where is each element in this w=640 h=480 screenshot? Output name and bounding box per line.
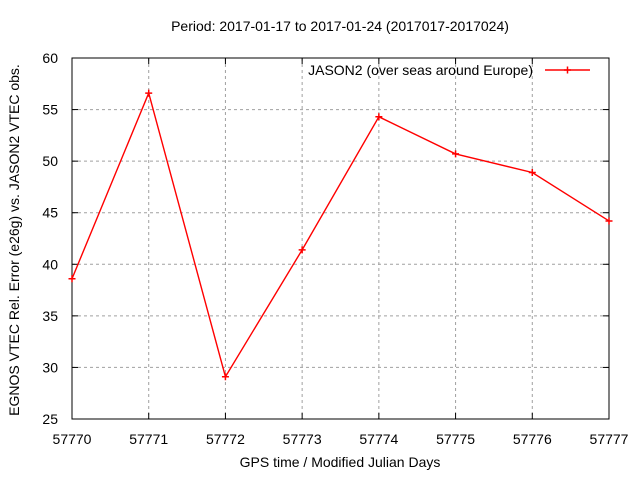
data-point-plus-marker — [452, 150, 460, 158]
legend-sample-marker-plus-icon — [564, 66, 571, 74]
y-tick-label: 35 — [42, 308, 58, 324]
y-tick-labels: 25 30 35 40 45 50 55 60 — [42, 50, 58, 427]
y-tick-label: 50 — [42, 153, 58, 169]
series-layer — [68, 89, 613, 381]
x-tick-label: 57770 — [53, 431, 92, 447]
y-tick-label: 40 — [42, 256, 58, 272]
y-tick-label: 60 — [42, 50, 58, 66]
data-point-plus-marker — [605, 217, 613, 225]
axes-layer — [71, 57, 610, 420]
data-point-plus-marker — [298, 246, 306, 254]
y-axis-label: EGNOS VTEC Rel. Error (e26g) vs. JASON2 … — [6, 64, 22, 416]
x-tick-label: 57773 — [283, 431, 322, 447]
x-tick-label: 57777 — [590, 431, 629, 447]
grid-layer — [71, 57, 610, 420]
x-tick-label: 57774 — [359, 431, 398, 447]
data-point-plus-marker — [375, 113, 383, 121]
x-tick-label: 57771 — [129, 431, 168, 447]
data-point-plus-marker — [221, 373, 229, 381]
y-tick-label: 25 — [42, 411, 58, 427]
x-axis-label: GPS time / Modified Julian Days — [240, 454, 441, 470]
chart-title: Period: 2017-01-17 to 2017-01-24 (201701… — [171, 18, 509, 34]
x-tick-label: 57772 — [206, 431, 245, 447]
x-tick-labels: 57770 57771 57772 57773 57774 57775 57776 57777 — [53, 431, 629, 447]
y-tick-label: 30 — [42, 359, 58, 375]
data-line — [71, 90, 610, 379]
data-point-plus-marker — [145, 89, 153, 97]
plot-border — [71, 57, 610, 420]
data-point-plus-marker — [68, 275, 76, 283]
x-tick-label: 57775 — [436, 431, 475, 447]
legend: JASON2 (over seas around Europe) — [308, 62, 590, 78]
y-tick-label: 55 — [42, 102, 58, 118]
data-point-plus-marker — [528, 168, 536, 176]
x-tick-label: 57776 — [513, 431, 552, 447]
legend-label: JASON2 (over seas around Europe) — [308, 62, 533, 78]
y-tick-label: 45 — [42, 205, 58, 221]
